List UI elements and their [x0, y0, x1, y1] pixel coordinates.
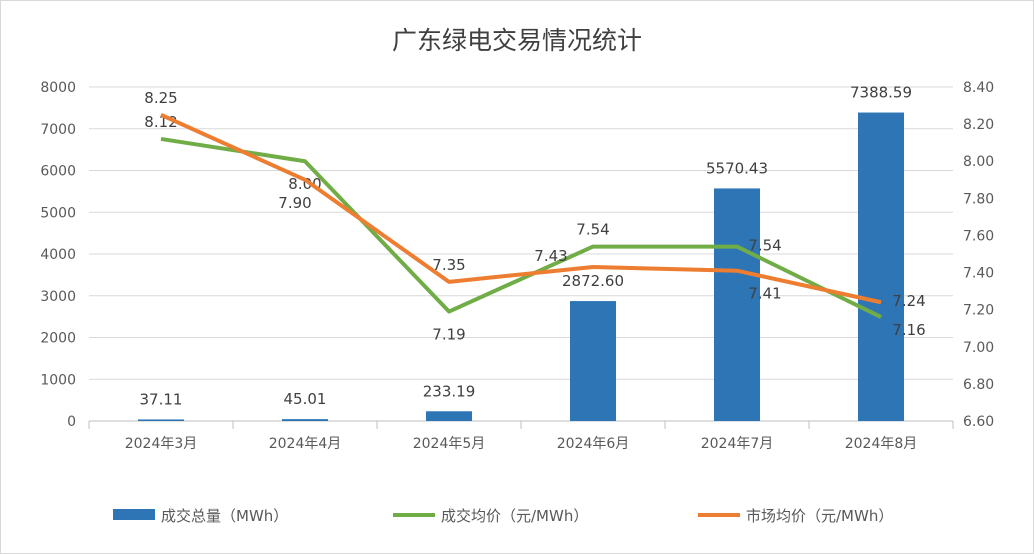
legend-label: 成交总量（MWh）	[161, 507, 288, 525]
bar-data-label: 233.19	[423, 382, 476, 400]
right-tick-label: 7.80	[963, 191, 994, 207]
left-tick-label: 8000	[40, 80, 76, 96]
line-data-label: 7.24	[892, 292, 925, 310]
line-data-label: 8.00	[288, 175, 321, 193]
line-data-label: 7.54	[748, 237, 781, 255]
x-tick-label: 2024年4月	[269, 436, 342, 452]
right-tick-label: 6.80	[963, 377, 994, 393]
bar	[138, 419, 184, 421]
line-data-label: 7.90	[278, 194, 311, 212]
left-tick-label: 3000	[40, 289, 76, 305]
x-tick-label: 2024年8月	[845, 436, 918, 452]
line-data-label: 7.41	[748, 285, 781, 303]
bar	[570, 301, 616, 421]
left-tick-label: 7000	[40, 122, 76, 138]
bar-data-label: 2872.60	[562, 272, 624, 290]
bar	[858, 112, 904, 421]
line-data-label: 7.19	[432, 326, 465, 344]
x-tick-label: 2024年3月	[125, 436, 198, 452]
bar-data-label: 5570.43	[706, 159, 768, 177]
x-tick-label: 2024年6月	[557, 436, 630, 452]
right-tick-label: 6.60	[963, 414, 994, 430]
right-tick-label: 7.00	[963, 340, 994, 356]
bar-data-label: 7388.59	[850, 84, 912, 102]
left-tick-label: 5000	[40, 205, 76, 221]
x-tick-label: 2024年7月	[701, 436, 774, 452]
line-data-label: 7.43	[534, 247, 567, 265]
left-tick-label: 1000	[40, 372, 76, 388]
legend-label: 市场均价（元/MWh）	[746, 507, 893, 525]
legend-label: 成交均价（元/MWh）	[441, 507, 588, 525]
line-data-label: 7.35	[432, 256, 465, 274]
right-tick-label: 8.00	[963, 154, 994, 170]
left-tick-label: 4000	[40, 247, 76, 263]
bar-data-label: 45.01	[284, 390, 327, 408]
line-data-label: 8.25	[144, 89, 177, 107]
left-tick-label: 6000	[40, 164, 76, 180]
line-data-label: 7.16	[892, 321, 925, 339]
right-tick-label: 7.40	[963, 266, 994, 282]
line-series	[160, 136, 882, 319]
line-series	[160, 113, 882, 305]
bar	[714, 188, 760, 421]
right-tick-label: 8.20	[963, 117, 994, 133]
left-tick-label: 2000	[40, 331, 76, 347]
legend-swatch	[113, 509, 155, 520]
x-tick-label: 2024年5月	[413, 436, 486, 452]
bar	[282, 419, 328, 421]
line-data-label: 7.54	[576, 221, 609, 239]
bar	[426, 411, 472, 421]
chart-title: 广东绿电交易情况统计	[391, 26, 642, 55]
left-tick-label: 0	[67, 414, 76, 430]
bar-data-label: 37.11	[140, 390, 183, 408]
right-tick-label: 8.40	[963, 80, 994, 96]
right-tick-label: 7.60	[963, 228, 994, 244]
right-tick-label: 7.20	[963, 303, 994, 319]
